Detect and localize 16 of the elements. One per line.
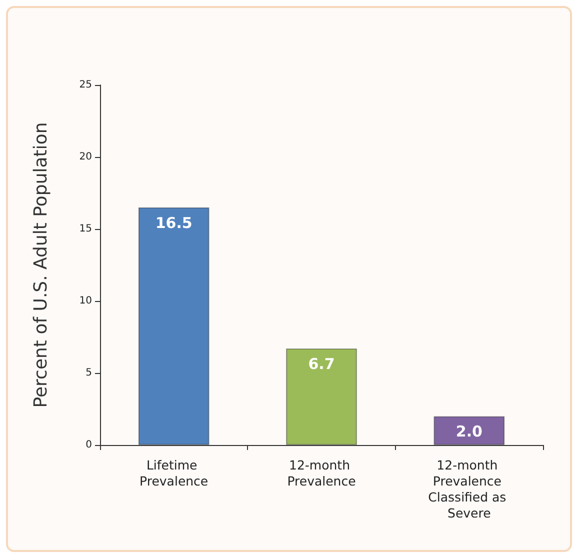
x-tick-label: 12-month Prevalence bbox=[287, 458, 356, 488]
y-tick-label: 15 bbox=[79, 224, 92, 234]
data-label: 6.7 bbox=[308, 355, 335, 374]
bar bbox=[138, 207, 210, 445]
data-label: 16.5 bbox=[155, 214, 192, 232]
y-tick-label: 20 bbox=[79, 152, 92, 162]
y-tick-label: 10 bbox=[79, 296, 92, 306]
data-label: 2.0 bbox=[456, 422, 482, 441]
x-tick-label: Lifetime Prevalence bbox=[140, 458, 208, 488]
y-tick-label: 25 bbox=[79, 80, 92, 90]
y-tick-label: 0 bbox=[86, 440, 92, 450]
bar bbox=[434, 416, 505, 445]
y-axis-title: Percent of U.S. Adult Population bbox=[30, 122, 52, 408]
y-tick-label: 5 bbox=[86, 368, 92, 378]
bar bbox=[286, 348, 357, 445]
x-tick-label: 12-month Prevalence Classified as Severe bbox=[428, 458, 510, 520]
